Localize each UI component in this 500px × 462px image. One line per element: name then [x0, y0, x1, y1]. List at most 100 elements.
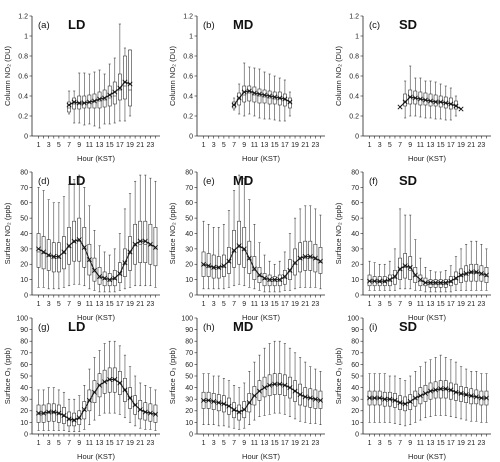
mean-marker: [102, 95, 108, 101]
mean-marker-stroke: [402, 263, 408, 269]
box-hour-8: [237, 387, 242, 430]
mean-marker-stroke: [122, 79, 128, 85]
mean-marker-stroke: [483, 395, 489, 401]
mean-marker-stroke: [56, 254, 62, 260]
mean-marker-stroke: [312, 255, 318, 261]
box-hour-24: [153, 389, 158, 431]
mean-marker: [81, 407, 87, 413]
mean-marker: [241, 89, 247, 95]
mean-marker: [377, 278, 383, 284]
mean-marker: [216, 264, 222, 270]
mean-marker: [402, 263, 408, 269]
mean-marker-stroke: [152, 411, 158, 417]
box-hour-18: [123, 354, 127, 419]
mean-marker-stroke: [483, 272, 489, 278]
mean-marker: [201, 397, 207, 403]
mean-marker-stroke: [292, 260, 298, 266]
x-tick-label: 5: [57, 440, 61, 447]
mean-marker-stroke: [251, 393, 257, 399]
mean-marker-stroke: [142, 238, 148, 244]
mean-marker-stroke: [262, 385, 268, 391]
y-tick-label: 20: [351, 408, 359, 415]
y-tick-label: 1: [355, 33, 359, 40]
mean-marker-stroke: [97, 274, 103, 280]
mean-marker: [97, 382, 103, 388]
y-tick-label: 10: [185, 277, 193, 284]
x-tick-label: 7: [398, 142, 402, 149]
mean-marker: [377, 395, 383, 401]
y-tick-label: 0: [24, 292, 28, 299]
mean-marker: [277, 95, 283, 101]
box-hour-9: [408, 214, 413, 290]
mean-marker: [367, 395, 373, 401]
mean-marker: [397, 266, 403, 272]
box-hour-18: [123, 47, 127, 122]
mean-marker: [236, 243, 242, 249]
x-tick-label: 11: [417, 301, 424, 308]
mean-marker-stroke: [226, 258, 232, 264]
y-tick-label: 1.2: [349, 13, 359, 20]
mean-marker: [122, 79, 128, 85]
mean-marker-stroke: [71, 417, 77, 423]
mean-marker: [397, 400, 403, 406]
y-tick-label: 0: [189, 431, 193, 438]
box-hour-8: [403, 214, 408, 290]
mean-marker-stroke: [216, 264, 222, 270]
y-tick-label: 0.4: [349, 93, 359, 100]
box-hour-14: [267, 343, 272, 415]
mean-marker: [102, 275, 108, 281]
x-axis-label: Hour (KST): [77, 154, 115, 163]
y-tick-label: 70: [351, 350, 359, 357]
x-tick-label: 19: [291, 301, 299, 308]
mean-marker: [71, 238, 77, 244]
x-tick-label: 11: [417, 440, 424, 447]
mean-marker: [438, 280, 444, 286]
mean-marker-stroke: [122, 387, 128, 393]
box-hour-19: [293, 352, 297, 420]
mean-marker-stroke: [267, 277, 273, 283]
mean-marker: [412, 395, 418, 401]
box-hour-24: [318, 371, 323, 425]
site-name: LD: [68, 17, 85, 32]
x-tick-label: 1: [37, 142, 41, 149]
x-tick-label: 9: [242, 142, 246, 149]
box-hour-4: [51, 202, 56, 290]
x-tick-label: 21: [467, 301, 475, 308]
mean-marker-stroke: [407, 94, 413, 100]
mean-marker: [307, 395, 313, 401]
y-tick-label: 30: [20, 246, 28, 253]
x-tick-label: 17: [447, 142, 455, 149]
mean-marker: [117, 380, 123, 386]
box-hour-8: [72, 398, 77, 432]
x-tick-label: 17: [447, 301, 455, 308]
mean-marker: [312, 396, 318, 402]
mean-marker: [448, 387, 454, 393]
mean-marker-stroke: [448, 387, 454, 393]
y-tick-label: 50: [20, 216, 28, 223]
site-name: SD: [399, 17, 417, 32]
x-tick-label: 15: [271, 142, 279, 149]
y-tick-label: 30: [185, 397, 193, 404]
box-hour-21: [469, 240, 474, 291]
x-tick-label: 1: [368, 440, 372, 447]
y-tick-label: 80: [20, 339, 28, 346]
box-hour-8: [237, 174, 242, 285]
mean-marker: [137, 238, 143, 244]
x-tick-label: 9: [77, 301, 81, 308]
mean-marker: [206, 397, 212, 403]
mean-marker-stroke: [206, 263, 212, 269]
mean-marker-stroke: [246, 400, 252, 406]
box-hour-6: [227, 380, 231, 428]
box-hour-17: [282, 79, 287, 122]
box-iqr: [277, 274, 282, 287]
mean-marker-stroke: [262, 275, 268, 281]
mean-marker: [392, 397, 398, 403]
x-tick-label: 17: [447, 440, 455, 447]
mean-marker: [317, 258, 323, 264]
y-tick-label: 30: [351, 246, 359, 253]
y-tick-label: 60: [185, 362, 193, 369]
mean-marker: [251, 90, 257, 96]
x-tick-label: 11: [86, 142, 93, 149]
y-tick-label: 30: [20, 397, 28, 404]
y-axis-label: Column NO₂ (DU): [3, 45, 12, 106]
